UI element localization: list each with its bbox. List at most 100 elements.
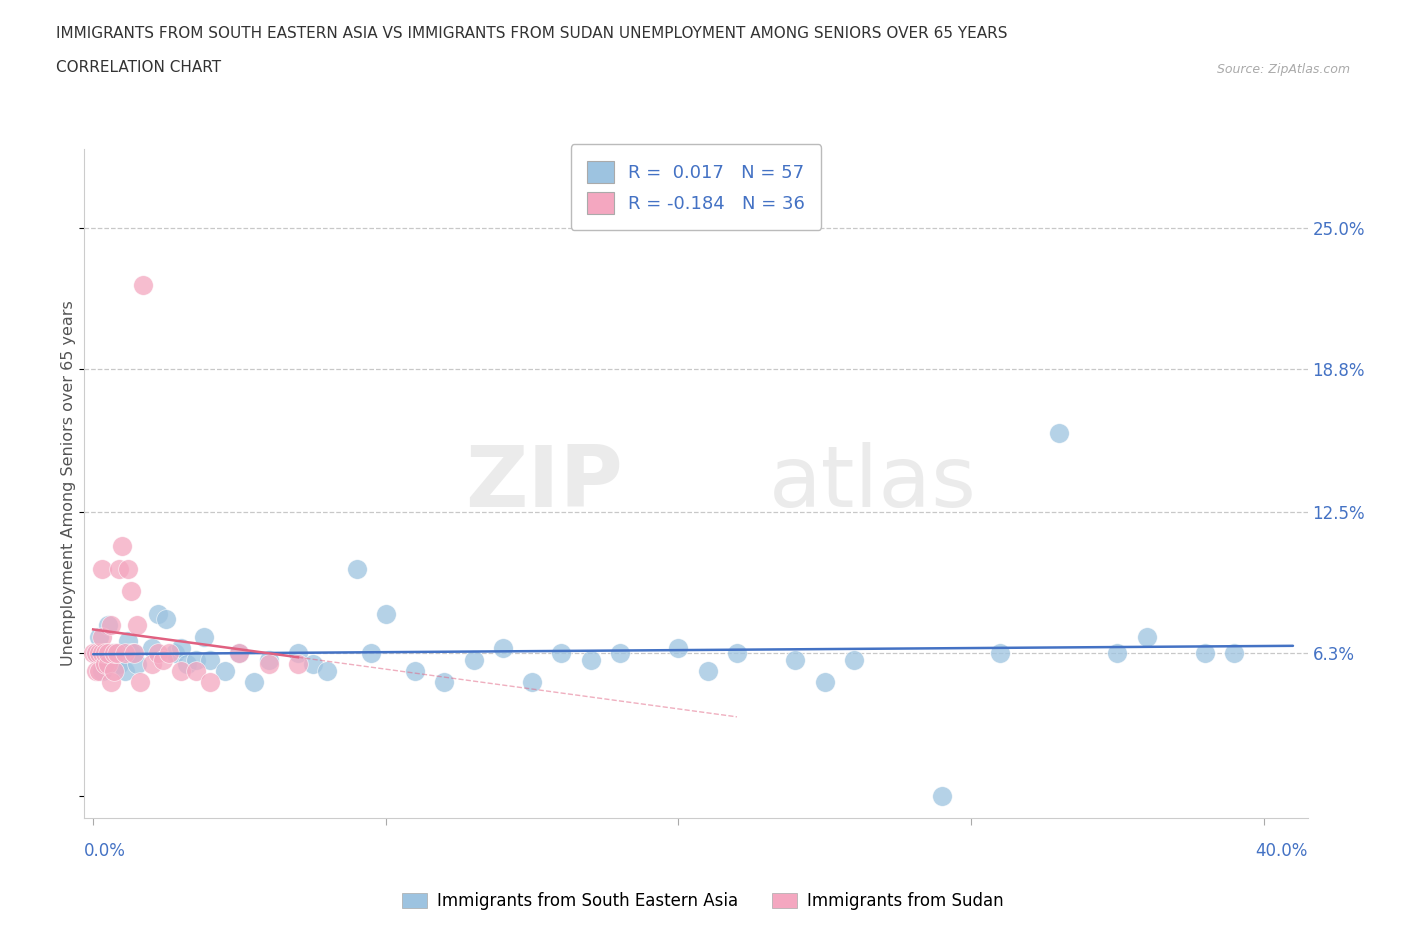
Point bbox=[301, 657, 323, 671]
Point bbox=[193, 630, 215, 644]
Point bbox=[117, 634, 139, 649]
Point bbox=[988, 645, 1011, 660]
Point bbox=[463, 652, 485, 667]
Text: IMMIGRANTS FROM SOUTH EASTERN ASIA VS IMMIGRANTS FROM SUDAN UNEMPLOYMENT AMONG S: IMMIGRANTS FROM SOUTH EASTERN ASIA VS IM… bbox=[56, 26, 1008, 41]
Point bbox=[108, 562, 131, 577]
Point bbox=[374, 606, 396, 621]
Point bbox=[87, 645, 110, 660]
Point bbox=[814, 675, 837, 690]
Point bbox=[108, 657, 131, 671]
Point bbox=[433, 675, 456, 690]
Point bbox=[214, 663, 236, 678]
Point bbox=[90, 562, 112, 577]
Point bbox=[550, 645, 572, 660]
Point bbox=[125, 618, 148, 633]
Point bbox=[114, 663, 136, 678]
Point bbox=[100, 645, 122, 660]
Point bbox=[146, 606, 169, 621]
Point bbox=[785, 652, 807, 667]
Point bbox=[157, 645, 180, 660]
Point bbox=[146, 645, 169, 660]
Point bbox=[287, 657, 309, 671]
Point bbox=[100, 618, 122, 633]
Point bbox=[1136, 630, 1159, 644]
Point bbox=[117, 562, 139, 577]
Point bbox=[97, 618, 120, 633]
Point bbox=[842, 652, 865, 667]
Point bbox=[184, 663, 207, 678]
Point bbox=[82, 645, 104, 660]
Point bbox=[111, 645, 134, 660]
Point bbox=[287, 645, 309, 660]
Text: Source: ZipAtlas.com: Source: ZipAtlas.com bbox=[1216, 63, 1350, 76]
Point bbox=[122, 645, 145, 660]
Point bbox=[132, 277, 155, 292]
Point bbox=[97, 645, 120, 660]
Point bbox=[87, 663, 110, 678]
Point bbox=[120, 584, 142, 599]
Point bbox=[114, 645, 136, 660]
Point bbox=[103, 652, 125, 667]
Point bbox=[257, 652, 280, 667]
Point bbox=[122, 645, 145, 660]
Point bbox=[87, 645, 110, 660]
Point bbox=[228, 645, 250, 660]
Point bbox=[228, 645, 250, 660]
Point bbox=[316, 663, 339, 678]
Point bbox=[84, 645, 107, 660]
Point bbox=[404, 663, 426, 678]
Point bbox=[105, 645, 128, 660]
Point bbox=[696, 663, 718, 678]
Text: atlas: atlas bbox=[769, 442, 977, 525]
Point bbox=[84, 645, 107, 660]
Text: 0.0%: 0.0% bbox=[84, 842, 127, 859]
Point bbox=[668, 641, 690, 656]
Y-axis label: Unemployment Among Seniors over 65 years: Unemployment Among Seniors over 65 years bbox=[60, 300, 76, 667]
Point bbox=[111, 538, 134, 553]
Text: ZIP: ZIP bbox=[465, 442, 623, 525]
Point bbox=[84, 663, 107, 678]
Point bbox=[120, 645, 142, 660]
Point bbox=[100, 675, 122, 690]
Text: 40.0%: 40.0% bbox=[1256, 842, 1308, 859]
Point bbox=[170, 641, 193, 656]
Point bbox=[198, 675, 221, 690]
Point bbox=[1223, 645, 1246, 660]
Point bbox=[725, 645, 748, 660]
Point bbox=[94, 645, 117, 660]
Point bbox=[105, 645, 128, 660]
Point bbox=[90, 630, 112, 644]
Point bbox=[97, 657, 120, 671]
Point bbox=[1107, 645, 1129, 660]
Point bbox=[165, 645, 187, 660]
Point bbox=[257, 657, 280, 671]
Point bbox=[125, 657, 148, 671]
Point bbox=[155, 611, 177, 626]
Point bbox=[346, 562, 368, 577]
Point bbox=[94, 657, 117, 671]
Point bbox=[1047, 425, 1070, 440]
Point bbox=[520, 675, 543, 690]
Point bbox=[579, 652, 602, 667]
Point bbox=[176, 657, 198, 671]
Point bbox=[931, 789, 953, 804]
Legend: R =  0.017   N = 57, R = -0.184   N = 36: R = 0.017 N = 57, R = -0.184 N = 36 bbox=[571, 144, 821, 230]
Point bbox=[141, 657, 163, 671]
Text: CORRELATION CHART: CORRELATION CHART bbox=[56, 60, 221, 75]
Point bbox=[243, 675, 266, 690]
Point bbox=[141, 641, 163, 656]
Point bbox=[198, 652, 221, 667]
Point bbox=[97, 657, 120, 671]
Point bbox=[184, 652, 207, 667]
Point bbox=[609, 645, 631, 660]
Point bbox=[129, 675, 152, 690]
Point bbox=[90, 663, 112, 678]
Point bbox=[1194, 645, 1216, 660]
Point bbox=[87, 630, 110, 644]
Point bbox=[94, 645, 117, 660]
Point bbox=[152, 652, 174, 667]
Point bbox=[103, 645, 125, 660]
Point bbox=[492, 641, 515, 656]
Point bbox=[103, 663, 125, 678]
Point bbox=[360, 645, 382, 660]
